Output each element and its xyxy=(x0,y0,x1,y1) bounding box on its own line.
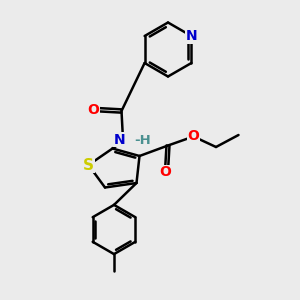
Text: S: S xyxy=(83,158,94,172)
Text: O: O xyxy=(87,103,99,116)
Text: O: O xyxy=(188,130,200,143)
Text: -H: -H xyxy=(134,134,151,147)
Text: O: O xyxy=(159,166,171,179)
Text: N: N xyxy=(114,133,126,146)
Text: N: N xyxy=(186,29,197,43)
